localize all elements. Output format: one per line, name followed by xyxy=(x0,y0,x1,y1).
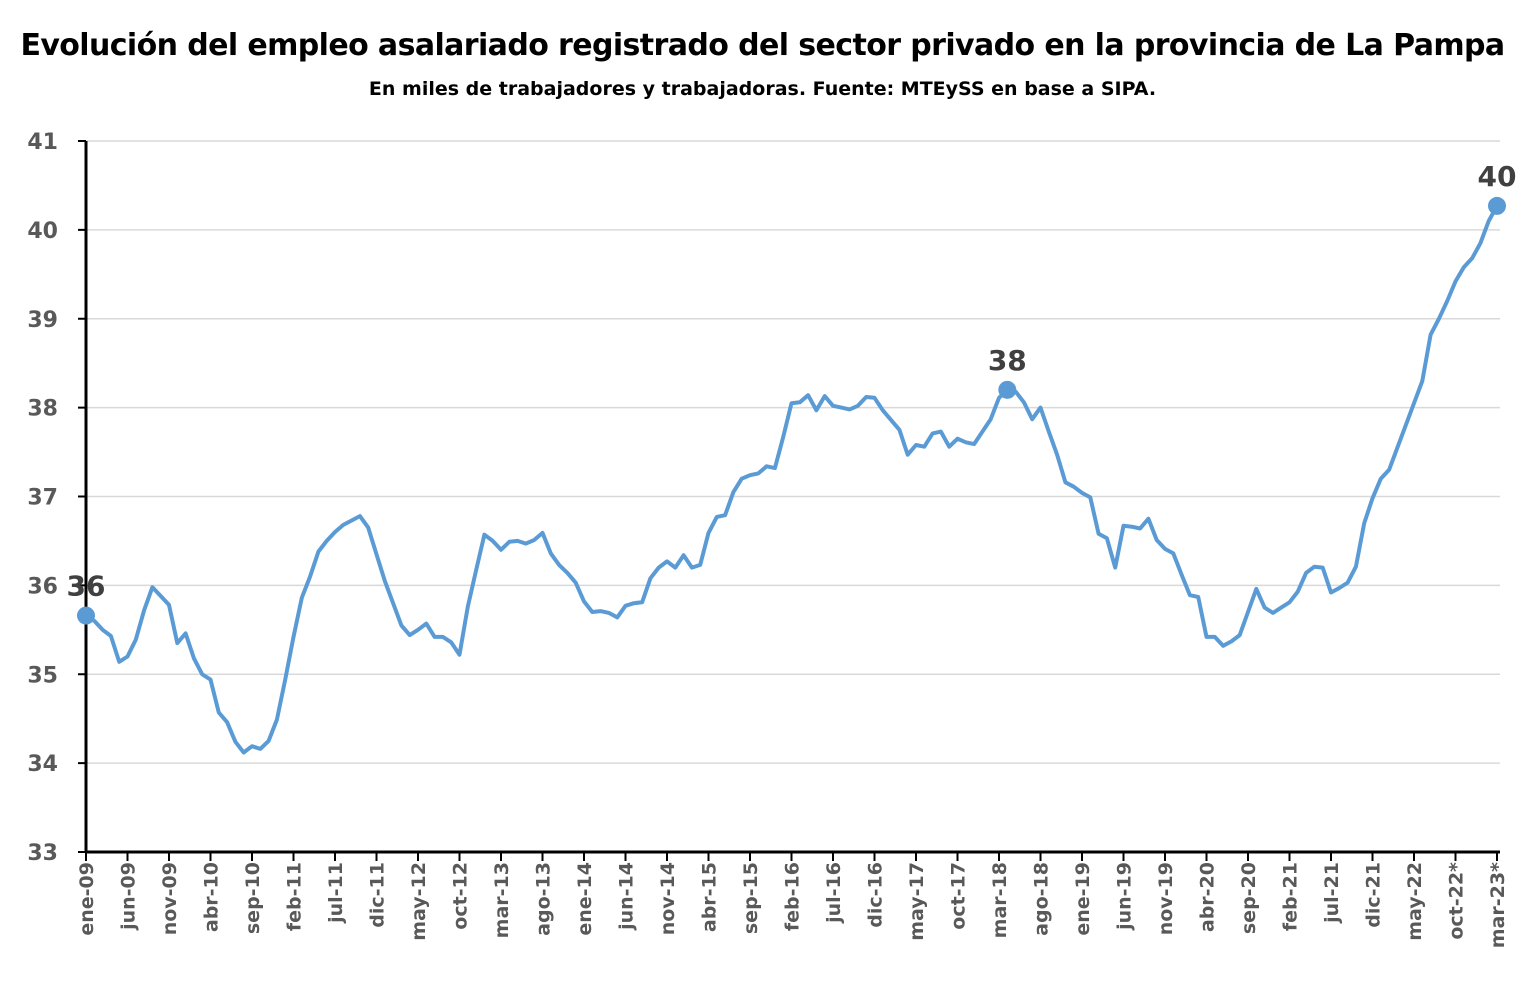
x-tick-label: oct-17 xyxy=(948,862,970,930)
x-tick-label: sep-20 xyxy=(1238,862,1260,934)
x-tick-label: mar-18 xyxy=(989,862,1011,938)
y-tick-label: 34 xyxy=(27,752,58,777)
x-tick-label: mar-23* xyxy=(1487,862,1509,948)
x-tick-label: ago-18 xyxy=(1031,862,1053,936)
x-tick-label: jul-21 xyxy=(1321,862,1343,924)
chart-title: Evolución del empleo asalariado registra… xyxy=(20,28,1505,63)
y-tick-label: 36 xyxy=(27,574,58,599)
x-tick-label: ene-14 xyxy=(574,862,596,936)
x-tick-label: jul-16 xyxy=(823,862,845,924)
x-tick-label: may-17 xyxy=(906,862,928,941)
x-tick-label: abr-15 xyxy=(699,862,721,932)
series-line xyxy=(84,204,1499,755)
x-tick-label: dic-21 xyxy=(1363,862,1385,928)
x-tick-label: jun-14 xyxy=(616,862,638,931)
y-tick-label: 37 xyxy=(27,486,58,511)
x-tick-label: sep-15 xyxy=(740,862,762,934)
data-point-marker xyxy=(998,380,1017,399)
x-tick-label: nov-19 xyxy=(1155,862,1177,935)
x-tick-label: abr-20 xyxy=(1197,862,1219,932)
chart-subtitle: En miles de trabajadores y trabajadoras.… xyxy=(368,78,1157,100)
x-tick-label: jul-11 xyxy=(325,862,347,924)
x-tick-label: jun-09 xyxy=(118,862,140,931)
x-tick-label: dic-16 xyxy=(865,862,887,928)
data-label: 40 xyxy=(1478,160,1517,193)
x-tick-label: mar-13 xyxy=(491,862,513,938)
x-tick-label: feb-16 xyxy=(782,862,804,931)
data-point-marker xyxy=(1488,196,1506,215)
x-tick-label: ago-13 xyxy=(533,862,555,936)
x-tick-label: ene-19 xyxy=(1072,862,1094,936)
x-tick-label: may-22 xyxy=(1404,862,1426,941)
x-tick-label: dic-11 xyxy=(367,862,389,928)
x-tick-label: abr-10 xyxy=(201,862,223,932)
x-tick-label: feb-11 xyxy=(284,862,306,931)
x-tick-label: oct-22* xyxy=(1446,862,1468,940)
y-tick-label: 35 xyxy=(27,663,58,688)
data-label: 38 xyxy=(988,344,1027,377)
x-tick-label: feb-21 xyxy=(1280,862,1302,931)
y-tick-label: 33 xyxy=(27,841,58,866)
x-tick-label: jun-19 xyxy=(1114,862,1136,931)
y-tick-label: 41 xyxy=(27,130,58,155)
x-tick-label: may-12 xyxy=(408,862,430,941)
y-tick-label: 40 xyxy=(27,219,58,244)
y-tick-label: 39 xyxy=(27,308,58,333)
x-tick-label: oct-12 xyxy=(450,862,472,930)
data-point-marker xyxy=(77,606,95,625)
x-tick-label: nov-09 xyxy=(159,862,181,935)
x-tick-label: nov-14 xyxy=(657,862,679,935)
x-tick-label: ene-09 xyxy=(76,862,98,936)
x-tick-label: sep-10 xyxy=(242,862,264,934)
data-label: 36 xyxy=(67,570,106,603)
y-tick-label: 38 xyxy=(27,397,58,422)
